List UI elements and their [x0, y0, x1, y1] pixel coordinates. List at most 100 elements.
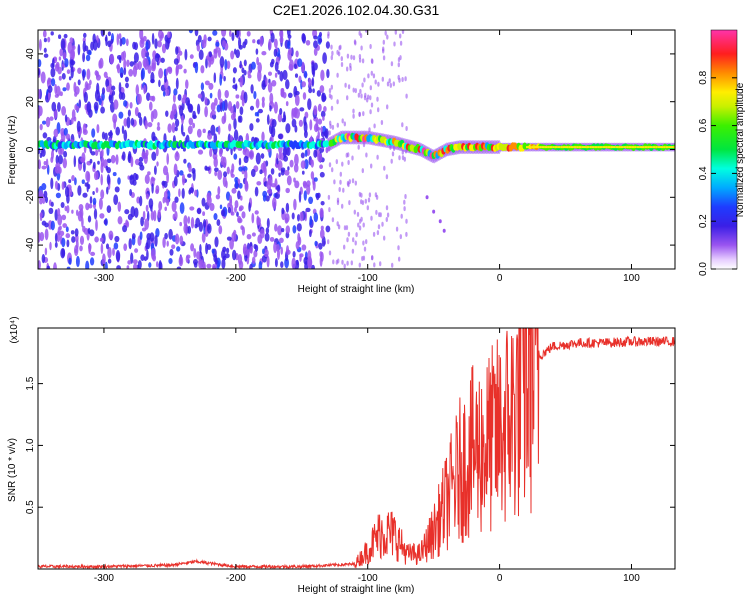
noise-speckle	[165, 39, 170, 50]
noise-speckle	[273, 101, 278, 114]
noise-speckle	[161, 32, 164, 39]
noise-speckle	[66, 205, 70, 214]
noise-speckle	[74, 104, 78, 111]
noise-speckle	[151, 177, 156, 182]
noise-speckle	[150, 210, 155, 221]
signal-core	[597, 146, 600, 149]
noise-speckle	[140, 216, 144, 227]
noise-speckle	[231, 187, 237, 194]
noise-speckle	[377, 81, 380, 87]
noise-speckle	[319, 207, 324, 218]
noise-speckle	[305, 39, 311, 46]
signal-core	[589, 146, 592, 149]
noise-speckle	[338, 187, 341, 192]
noise-speckle	[360, 199, 363, 205]
noise-speckle	[138, 156, 144, 163]
noise-speckle	[39, 212, 43, 218]
noise-speckle	[70, 230, 75, 235]
noise-speckle	[226, 60, 231, 70]
noise-speckle	[102, 253, 106, 265]
noise-speckle	[325, 225, 331, 233]
noise-speckle	[210, 102, 216, 112]
noise-speckle	[332, 259, 335, 265]
noise-speckle	[222, 175, 227, 187]
noise-speckle	[131, 233, 136, 240]
noise-speckle	[363, 95, 367, 101]
noise-speckle	[74, 86, 80, 95]
noise-speckle	[295, 241, 300, 250]
noise-speckle	[93, 208, 98, 220]
noise-speckle	[265, 195, 270, 202]
noise-speckle	[188, 117, 194, 126]
noise-speckle	[200, 82, 205, 91]
noise-speckle	[285, 225, 291, 234]
noise-speckle	[58, 154, 63, 165]
noise-speckle	[123, 67, 127, 76]
noise-speckle	[118, 33, 122, 40]
noise-speckle	[299, 107, 305, 112]
noise-speckle	[39, 231, 45, 242]
noise-speckle	[384, 30, 387, 36]
noise-speckle	[170, 110, 174, 116]
noise-speckle	[258, 260, 263, 269]
noise-speckle	[376, 154, 379, 160]
noise-speckle	[125, 38, 129, 47]
noise-speckle	[264, 165, 267, 178]
noise-speckle	[380, 120, 384, 125]
noise-speckle	[294, 90, 300, 96]
noise-speckle	[260, 153, 265, 159]
noise-speckle	[267, 82, 273, 93]
signal-core	[536, 146, 540, 149]
noise-speckle	[347, 160, 350, 165]
noise-speckle	[220, 209, 226, 217]
noise-speckle	[57, 214, 63, 226]
noise-speckle	[115, 126, 121, 136]
noise-speckle	[179, 235, 184, 245]
noise-speckle	[166, 198, 170, 207]
noise-speckle	[166, 153, 170, 165]
noise-speckle	[39, 199, 43, 205]
noise-speckle	[100, 174, 103, 186]
noise-speckle	[67, 41, 73, 54]
noise-speckle	[200, 65, 205, 74]
noise-speckle	[438, 219, 442, 224]
signal-core	[626, 146, 629, 149]
noise-speckle	[168, 257, 173, 265]
noise-speckle	[357, 92, 361, 98]
signal-core	[602, 146, 606, 149]
noise-speckle	[54, 180, 59, 190]
noise-speckle	[327, 31, 330, 37]
noise-speckle	[362, 222, 365, 228]
noise-speckle	[366, 97, 369, 103]
noise-speckle	[357, 222, 360, 228]
noise-speckle	[154, 38, 158, 49]
noise-speckle	[284, 169, 290, 176]
noise-speckle	[141, 67, 145, 80]
noise-speckle	[174, 118, 180, 128]
noise-speckle	[289, 159, 294, 168]
signal-core	[526, 146, 529, 149]
noise-speckle	[261, 100, 265, 108]
x-tick-label: 100	[623, 273, 640, 284]
noise-speckle	[294, 180, 300, 189]
colorbar-label: Normalized spectral amplitude	[735, 82, 746, 217]
noise-speckle	[127, 260, 132, 265]
noise-speckle	[133, 62, 140, 71]
noise-speckle	[107, 40, 112, 48]
noise-speckle	[254, 112, 258, 117]
noise-speckle	[98, 98, 102, 106]
noise-speckle	[109, 83, 113, 96]
noise-speckle	[87, 227, 91, 235]
noise-speckle	[213, 72, 217, 84]
noise-speckle	[333, 179, 336, 185]
noise-speckle	[55, 154, 59, 165]
noise-speckle	[386, 212, 390, 218]
noise-speckle	[126, 59, 130, 68]
signal-core	[557, 146, 561, 149]
noise-speckle	[328, 130, 331, 136]
noise-speckle	[307, 256, 313, 268]
noise-speckle	[130, 252, 134, 264]
noise-speckle	[296, 214, 301, 222]
noise-speckle	[270, 32, 275, 43]
noise-speckle	[269, 105, 272, 112]
